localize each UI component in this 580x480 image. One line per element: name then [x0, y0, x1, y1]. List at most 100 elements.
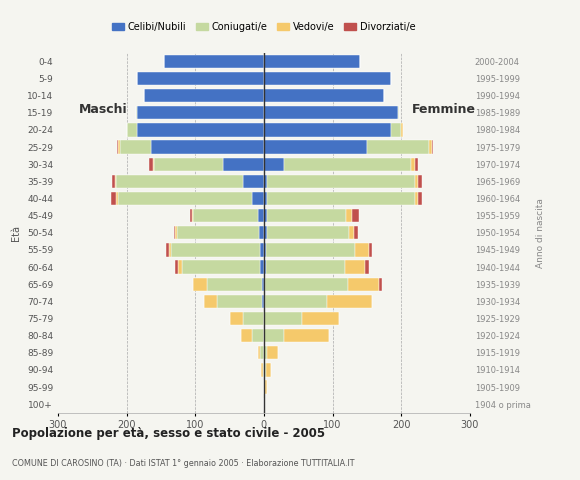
Text: COMUNE DI CAROSINO (TA) · Dati ISTAT 1° gennaio 2005 · Elaborazione TUTTITALIA.I: COMUNE DI CAROSINO (TA) · Dati ISTAT 1° … [12, 458, 354, 468]
Bar [218, 295, 262, 308]
Bar [379, 277, 382, 291]
Bar [264, 295, 265, 308]
Bar [151, 141, 264, 154]
Bar [115, 175, 117, 188]
Bar [117, 192, 118, 205]
Bar [345, 260, 365, 274]
Text: Femmine: Femmine [411, 103, 476, 116]
Bar [259, 346, 260, 360]
Bar [264, 141, 367, 154]
Bar [265, 380, 267, 394]
Bar [264, 363, 266, 377]
Bar [346, 209, 351, 222]
Bar [241, 329, 252, 342]
Bar [284, 329, 329, 342]
Bar [401, 123, 403, 137]
Bar [169, 243, 171, 257]
Bar [117, 175, 243, 188]
Bar [252, 192, 264, 205]
Bar [351, 209, 358, 222]
Bar [264, 89, 384, 102]
Bar [175, 260, 178, 274]
Bar [118, 192, 252, 205]
Bar [327, 295, 372, 308]
Bar [418, 175, 422, 188]
Bar [149, 157, 153, 171]
Bar [193, 209, 259, 222]
Bar [261, 363, 263, 377]
Text: Maschi: Maschi [78, 103, 127, 116]
Bar [259, 209, 264, 222]
Bar [264, 243, 266, 257]
Bar [266, 243, 355, 257]
Bar [264, 346, 267, 360]
Bar [260, 260, 264, 274]
Bar [243, 312, 264, 325]
Bar [267, 346, 278, 360]
Bar [267, 209, 346, 222]
Bar [302, 312, 339, 325]
Bar [264, 157, 284, 171]
Bar [117, 141, 118, 154]
Bar [265, 295, 327, 308]
Bar [264, 209, 267, 222]
Bar [391, 123, 401, 137]
Bar [178, 260, 182, 274]
Bar [166, 243, 169, 257]
Bar [153, 157, 154, 171]
Bar [264, 192, 267, 205]
Bar [264, 72, 391, 85]
Legend: Celibi/Nubili, Coniugati/e, Vedovi/e, Divorziati/e: Celibi/Nubili, Coniugati/e, Vedovi/e, Di… [108, 18, 419, 36]
Bar [267, 192, 415, 205]
Bar [126, 123, 137, 137]
Bar [415, 157, 418, 171]
Bar [432, 141, 433, 154]
Bar [263, 363, 264, 377]
Bar [264, 312, 302, 325]
Bar [177, 226, 259, 240]
Y-axis label: Età: Età [12, 225, 21, 241]
Bar [192, 209, 193, 222]
Bar [262, 277, 264, 291]
Bar [429, 141, 432, 154]
Bar [190, 209, 192, 222]
Bar [415, 192, 418, 205]
Bar [119, 141, 151, 154]
Text: Popolazione per età, sesso e stato civile - 2005: Popolazione per età, sesso e stato civil… [12, 427, 325, 440]
Bar [164, 55, 264, 68]
Bar [349, 226, 354, 240]
Bar [111, 192, 117, 205]
Bar [144, 89, 264, 102]
Bar [418, 192, 422, 205]
Bar [154, 157, 223, 171]
Bar [284, 157, 411, 171]
Bar [243, 175, 264, 188]
Bar [264, 106, 398, 120]
Bar [265, 277, 347, 291]
Bar [137, 106, 264, 120]
Bar [182, 260, 260, 274]
Bar [260, 243, 264, 257]
Bar [264, 277, 265, 291]
Bar [204, 295, 218, 308]
Bar [259, 226, 264, 240]
Bar [136, 106, 137, 120]
Bar [264, 260, 266, 274]
Bar [262, 295, 264, 308]
Bar [267, 226, 349, 240]
Bar [260, 346, 264, 360]
Bar [137, 123, 264, 137]
Bar [411, 157, 415, 171]
Bar [230, 312, 243, 325]
Bar [264, 123, 391, 137]
Bar [354, 226, 358, 240]
Bar [193, 277, 207, 291]
Bar [174, 226, 175, 240]
Bar [266, 363, 271, 377]
Y-axis label: Anno di nascita: Anno di nascita [536, 198, 545, 268]
Bar [347, 277, 379, 291]
Bar [171, 243, 260, 257]
Bar [365, 260, 369, 274]
Bar [252, 329, 264, 342]
Bar [415, 175, 418, 188]
